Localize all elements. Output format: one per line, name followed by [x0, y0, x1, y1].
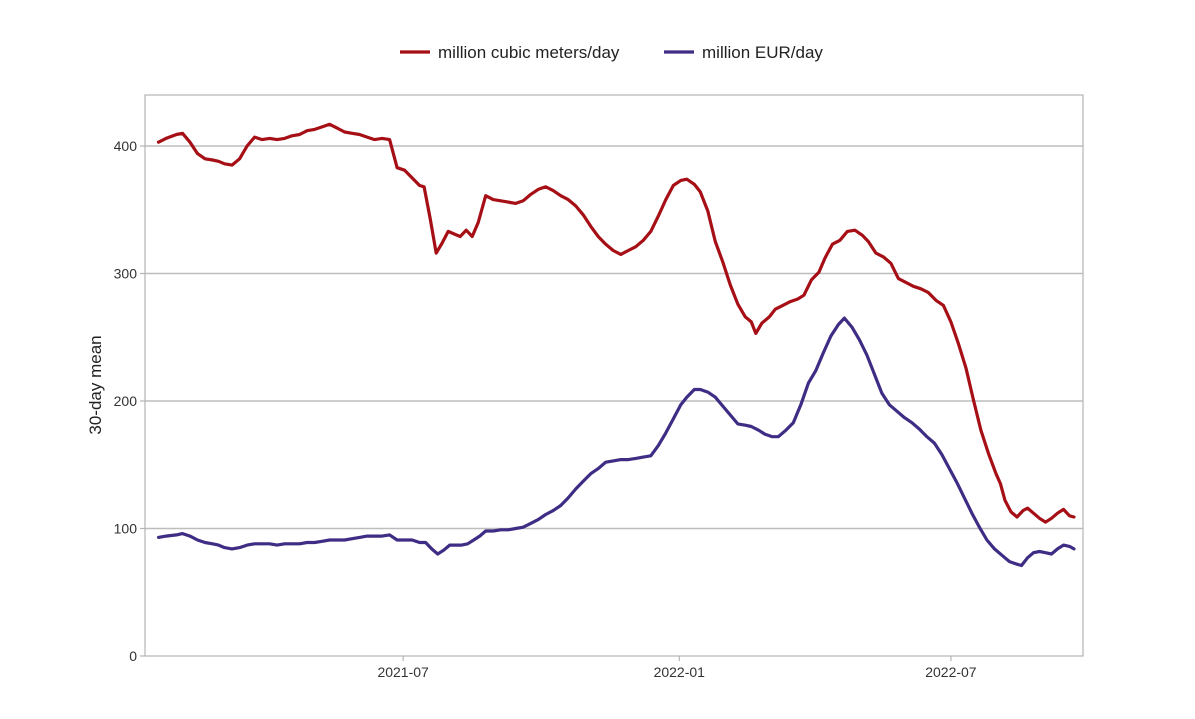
legend-item-value: million EUR/day	[664, 43, 823, 62]
x-axis: 2021-07 2022-01 2022-07	[377, 656, 977, 680]
x-tick-label: 2022-07	[925, 664, 977, 680]
legend-label: million EUR/day	[702, 43, 823, 62]
plot-border	[144, 94, 1084, 657]
y-tick-label: 400	[114, 138, 138, 154]
legend-label: million cubic meters/day	[438, 43, 620, 62]
y-tick-label: 0	[129, 648, 137, 664]
series-layer	[156, 122, 1076, 568]
y-tick-label: 200	[114, 393, 138, 409]
series-line-value	[156, 316, 1076, 568]
y-axis-title: 30-day mean	[86, 335, 105, 434]
plot-panel	[144, 94, 1084, 657]
y-axis: 0 100 200 300 400	[114, 138, 145, 664]
series-line-volume	[156, 122, 1076, 524]
legend: million cubic meters/day million EUR/day	[400, 43, 823, 62]
x-tick-label: 2021-07	[377, 664, 429, 680]
y-tick-label: 100	[114, 521, 138, 537]
x-tick-label: 2022-01	[654, 664, 706, 680]
y-tick-label: 300	[114, 266, 138, 282]
legend-item-volume: million cubic meters/day	[400, 43, 620, 62]
